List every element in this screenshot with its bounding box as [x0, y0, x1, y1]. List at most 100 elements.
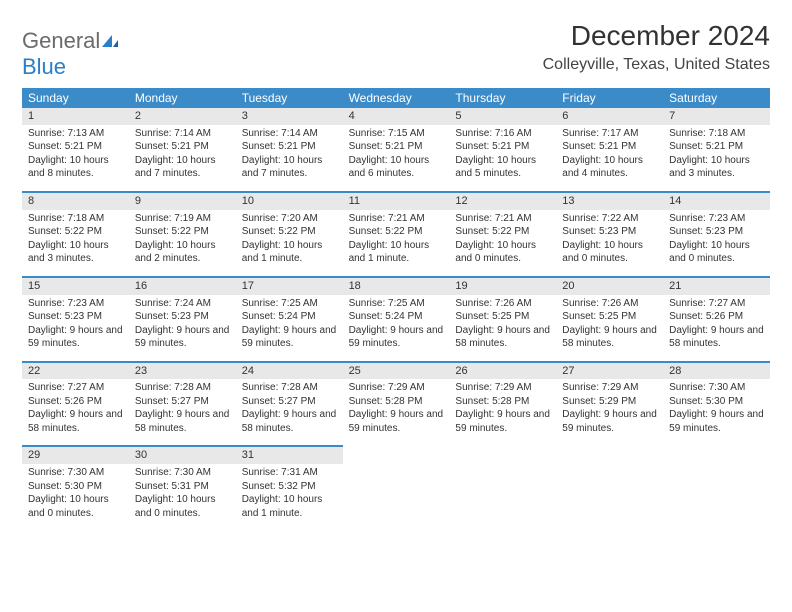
calendar: Sunday Monday Tuesday Wednesday Thursday… [22, 88, 770, 520]
sunset-text: Sunset: 5:25 PM [455, 310, 550, 324]
day-content: Sunrise: 7:21 AMSunset: 5:22 PMDaylight:… [343, 210, 450, 266]
daylight-text: Daylight: 10 hours and 6 minutes. [349, 154, 444, 181]
day-cell: 17Sunrise: 7:25 AMSunset: 5:24 PMDayligh… [236, 276, 343, 351]
daylight-text: Daylight: 10 hours and 3 minutes. [28, 239, 123, 266]
day-cell: 19Sunrise: 7:26 AMSunset: 5:25 PMDayligh… [449, 276, 556, 351]
day-content: Sunrise: 7:23 AMSunset: 5:23 PMDaylight:… [22, 295, 129, 351]
daylight-text: Daylight: 10 hours and 8 minutes. [28, 154, 123, 181]
daylight-text: Daylight: 9 hours and 59 minutes. [349, 408, 444, 435]
daylight-text: Daylight: 10 hours and 0 minutes. [28, 493, 123, 520]
daylight-text: Daylight: 9 hours and 59 minutes. [455, 408, 550, 435]
sunrise-text: Sunrise: 7:30 AM [28, 466, 123, 480]
day-number: 19 [449, 276, 556, 295]
day-content: Sunrise: 7:20 AMSunset: 5:22 PMDaylight:… [236, 210, 343, 266]
sunrise-text: Sunrise: 7:30 AM [669, 381, 764, 395]
day-content: Sunrise: 7:26 AMSunset: 5:25 PMDaylight:… [556, 295, 663, 351]
sunset-text: Sunset: 5:29 PM [562, 395, 657, 409]
day-content: Sunrise: 7:14 AMSunset: 5:21 PMDaylight:… [129, 125, 236, 181]
day-content: Sunrise: 7:17 AMSunset: 5:21 PMDaylight:… [556, 125, 663, 181]
sunset-text: Sunset: 5:27 PM [242, 395, 337, 409]
day-cell: 8Sunrise: 7:18 AMSunset: 5:22 PMDaylight… [22, 191, 129, 266]
sunset-text: Sunset: 5:28 PM [455, 395, 550, 409]
day-cell: 26Sunrise: 7:29 AMSunset: 5:28 PMDayligh… [449, 361, 556, 436]
day-cell: 6Sunrise: 7:17 AMSunset: 5:21 PMDaylight… [556, 108, 663, 181]
weekday-header-row: Sunday Monday Tuesday Wednesday Thursday… [22, 88, 770, 108]
day-cell: 12Sunrise: 7:21 AMSunset: 5:22 PMDayligh… [449, 191, 556, 266]
day-content: Sunrise: 7:25 AMSunset: 5:24 PMDaylight:… [236, 295, 343, 351]
daylight-text: Daylight: 10 hours and 0 minutes. [562, 239, 657, 266]
week-row: 29Sunrise: 7:30 AMSunset: 5:30 PMDayligh… [22, 445, 770, 520]
day-cell: 4Sunrise: 7:15 AMSunset: 5:21 PMDaylight… [343, 108, 450, 181]
day-number: 4 [343, 108, 450, 125]
week-row: 22Sunrise: 7:27 AMSunset: 5:26 PMDayligh… [22, 361, 770, 436]
sunset-text: Sunset: 5:32 PM [242, 480, 337, 494]
day-content: Sunrise: 7:14 AMSunset: 5:21 PMDaylight:… [236, 125, 343, 181]
day-number: 17 [236, 276, 343, 295]
day-content: Sunrise: 7:27 AMSunset: 5:26 PMDaylight:… [663, 295, 770, 351]
day-number: 1 [22, 108, 129, 125]
sunrise-text: Sunrise: 7:27 AM [669, 297, 764, 311]
weekday-header: Monday [129, 88, 236, 108]
logo-sail-icon [100, 34, 120, 48]
day-cell: 25Sunrise: 7:29 AMSunset: 5:28 PMDayligh… [343, 361, 450, 436]
day-content: Sunrise: 7:27 AMSunset: 5:26 PMDaylight:… [22, 379, 129, 435]
daylight-text: Daylight: 10 hours and 0 minutes. [669, 239, 764, 266]
day-number: 12 [449, 191, 556, 210]
sunset-text: Sunset: 5:30 PM [28, 480, 123, 494]
sunset-text: Sunset: 5:22 PM [455, 225, 550, 239]
daylight-text: Daylight: 10 hours and 5 minutes. [455, 154, 550, 181]
daylight-text: Daylight: 9 hours and 59 minutes. [242, 324, 337, 351]
day-number: 26 [449, 361, 556, 380]
daylight-text: Daylight: 9 hours and 59 minutes. [562, 408, 657, 435]
day-content: Sunrise: 7:30 AMSunset: 5:30 PMDaylight:… [22, 464, 129, 520]
sunset-text: Sunset: 5:22 PM [242, 225, 337, 239]
day-cell [343, 445, 450, 520]
sunset-text: Sunset: 5:21 PM [669, 140, 764, 154]
sunrise-text: Sunrise: 7:16 AM [455, 127, 550, 141]
weekday-header: Tuesday [236, 88, 343, 108]
sunrise-text: Sunrise: 7:14 AM [242, 127, 337, 141]
daylight-text: Daylight: 9 hours and 58 minutes. [562, 324, 657, 351]
sunset-text: Sunset: 5:23 PM [669, 225, 764, 239]
day-cell: 22Sunrise: 7:27 AMSunset: 5:26 PMDayligh… [22, 361, 129, 436]
daylight-text: Daylight: 9 hours and 58 minutes. [669, 324, 764, 351]
day-content: Sunrise: 7:28 AMSunset: 5:27 PMDaylight:… [129, 379, 236, 435]
day-cell: 21Sunrise: 7:27 AMSunset: 5:26 PMDayligh… [663, 276, 770, 351]
week-row: 8Sunrise: 7:18 AMSunset: 5:22 PMDaylight… [22, 191, 770, 266]
day-cell: 27Sunrise: 7:29 AMSunset: 5:29 PMDayligh… [556, 361, 663, 436]
sunset-text: Sunset: 5:22 PM [349, 225, 444, 239]
day-number: 29 [22, 445, 129, 464]
day-content: Sunrise: 7:13 AMSunset: 5:21 PMDaylight:… [22, 125, 129, 181]
sunrise-text: Sunrise: 7:29 AM [349, 381, 444, 395]
weeks-container: 1Sunrise: 7:13 AMSunset: 5:21 PMDaylight… [22, 108, 770, 520]
day-number: 7 [663, 108, 770, 125]
sunrise-text: Sunrise: 7:27 AM [28, 381, 123, 395]
sunrise-text: Sunrise: 7:23 AM [28, 297, 123, 311]
day-content: Sunrise: 7:30 AMSunset: 5:31 PMDaylight:… [129, 464, 236, 520]
daylight-text: Daylight: 10 hours and 2 minutes. [135, 239, 230, 266]
sunrise-text: Sunrise: 7:28 AM [242, 381, 337, 395]
sunset-text: Sunset: 5:26 PM [669, 310, 764, 324]
sunrise-text: Sunrise: 7:18 AM [669, 127, 764, 141]
title-block: December 2024 Colleyville, Texas, United… [543, 20, 770, 74]
sunrise-text: Sunrise: 7:20 AM [242, 212, 337, 226]
sunrise-text: Sunrise: 7:22 AM [562, 212, 657, 226]
day-content: Sunrise: 7:19 AMSunset: 5:22 PMDaylight:… [129, 210, 236, 266]
daylight-text: Daylight: 10 hours and 7 minutes. [135, 154, 230, 181]
sunrise-text: Sunrise: 7:24 AM [135, 297, 230, 311]
day-number: 5 [449, 108, 556, 125]
day-cell [663, 445, 770, 520]
day-content: Sunrise: 7:23 AMSunset: 5:23 PMDaylight:… [663, 210, 770, 266]
sunrise-text: Sunrise: 7:30 AM [135, 466, 230, 480]
sunset-text: Sunset: 5:24 PM [349, 310, 444, 324]
day-cell: 20Sunrise: 7:26 AMSunset: 5:25 PMDayligh… [556, 276, 663, 351]
sunset-text: Sunset: 5:28 PM [349, 395, 444, 409]
daylight-text: Daylight: 9 hours and 59 minutes. [349, 324, 444, 351]
sunrise-text: Sunrise: 7:15 AM [349, 127, 444, 141]
day-content: Sunrise: 7:24 AMSunset: 5:23 PMDaylight:… [129, 295, 236, 351]
day-content: Sunrise: 7:25 AMSunset: 5:24 PMDaylight:… [343, 295, 450, 351]
day-content: Sunrise: 7:31 AMSunset: 5:32 PMDaylight:… [236, 464, 343, 520]
day-number: 16 [129, 276, 236, 295]
daylight-text: Daylight: 10 hours and 7 minutes. [242, 154, 337, 181]
day-number: 18 [343, 276, 450, 295]
